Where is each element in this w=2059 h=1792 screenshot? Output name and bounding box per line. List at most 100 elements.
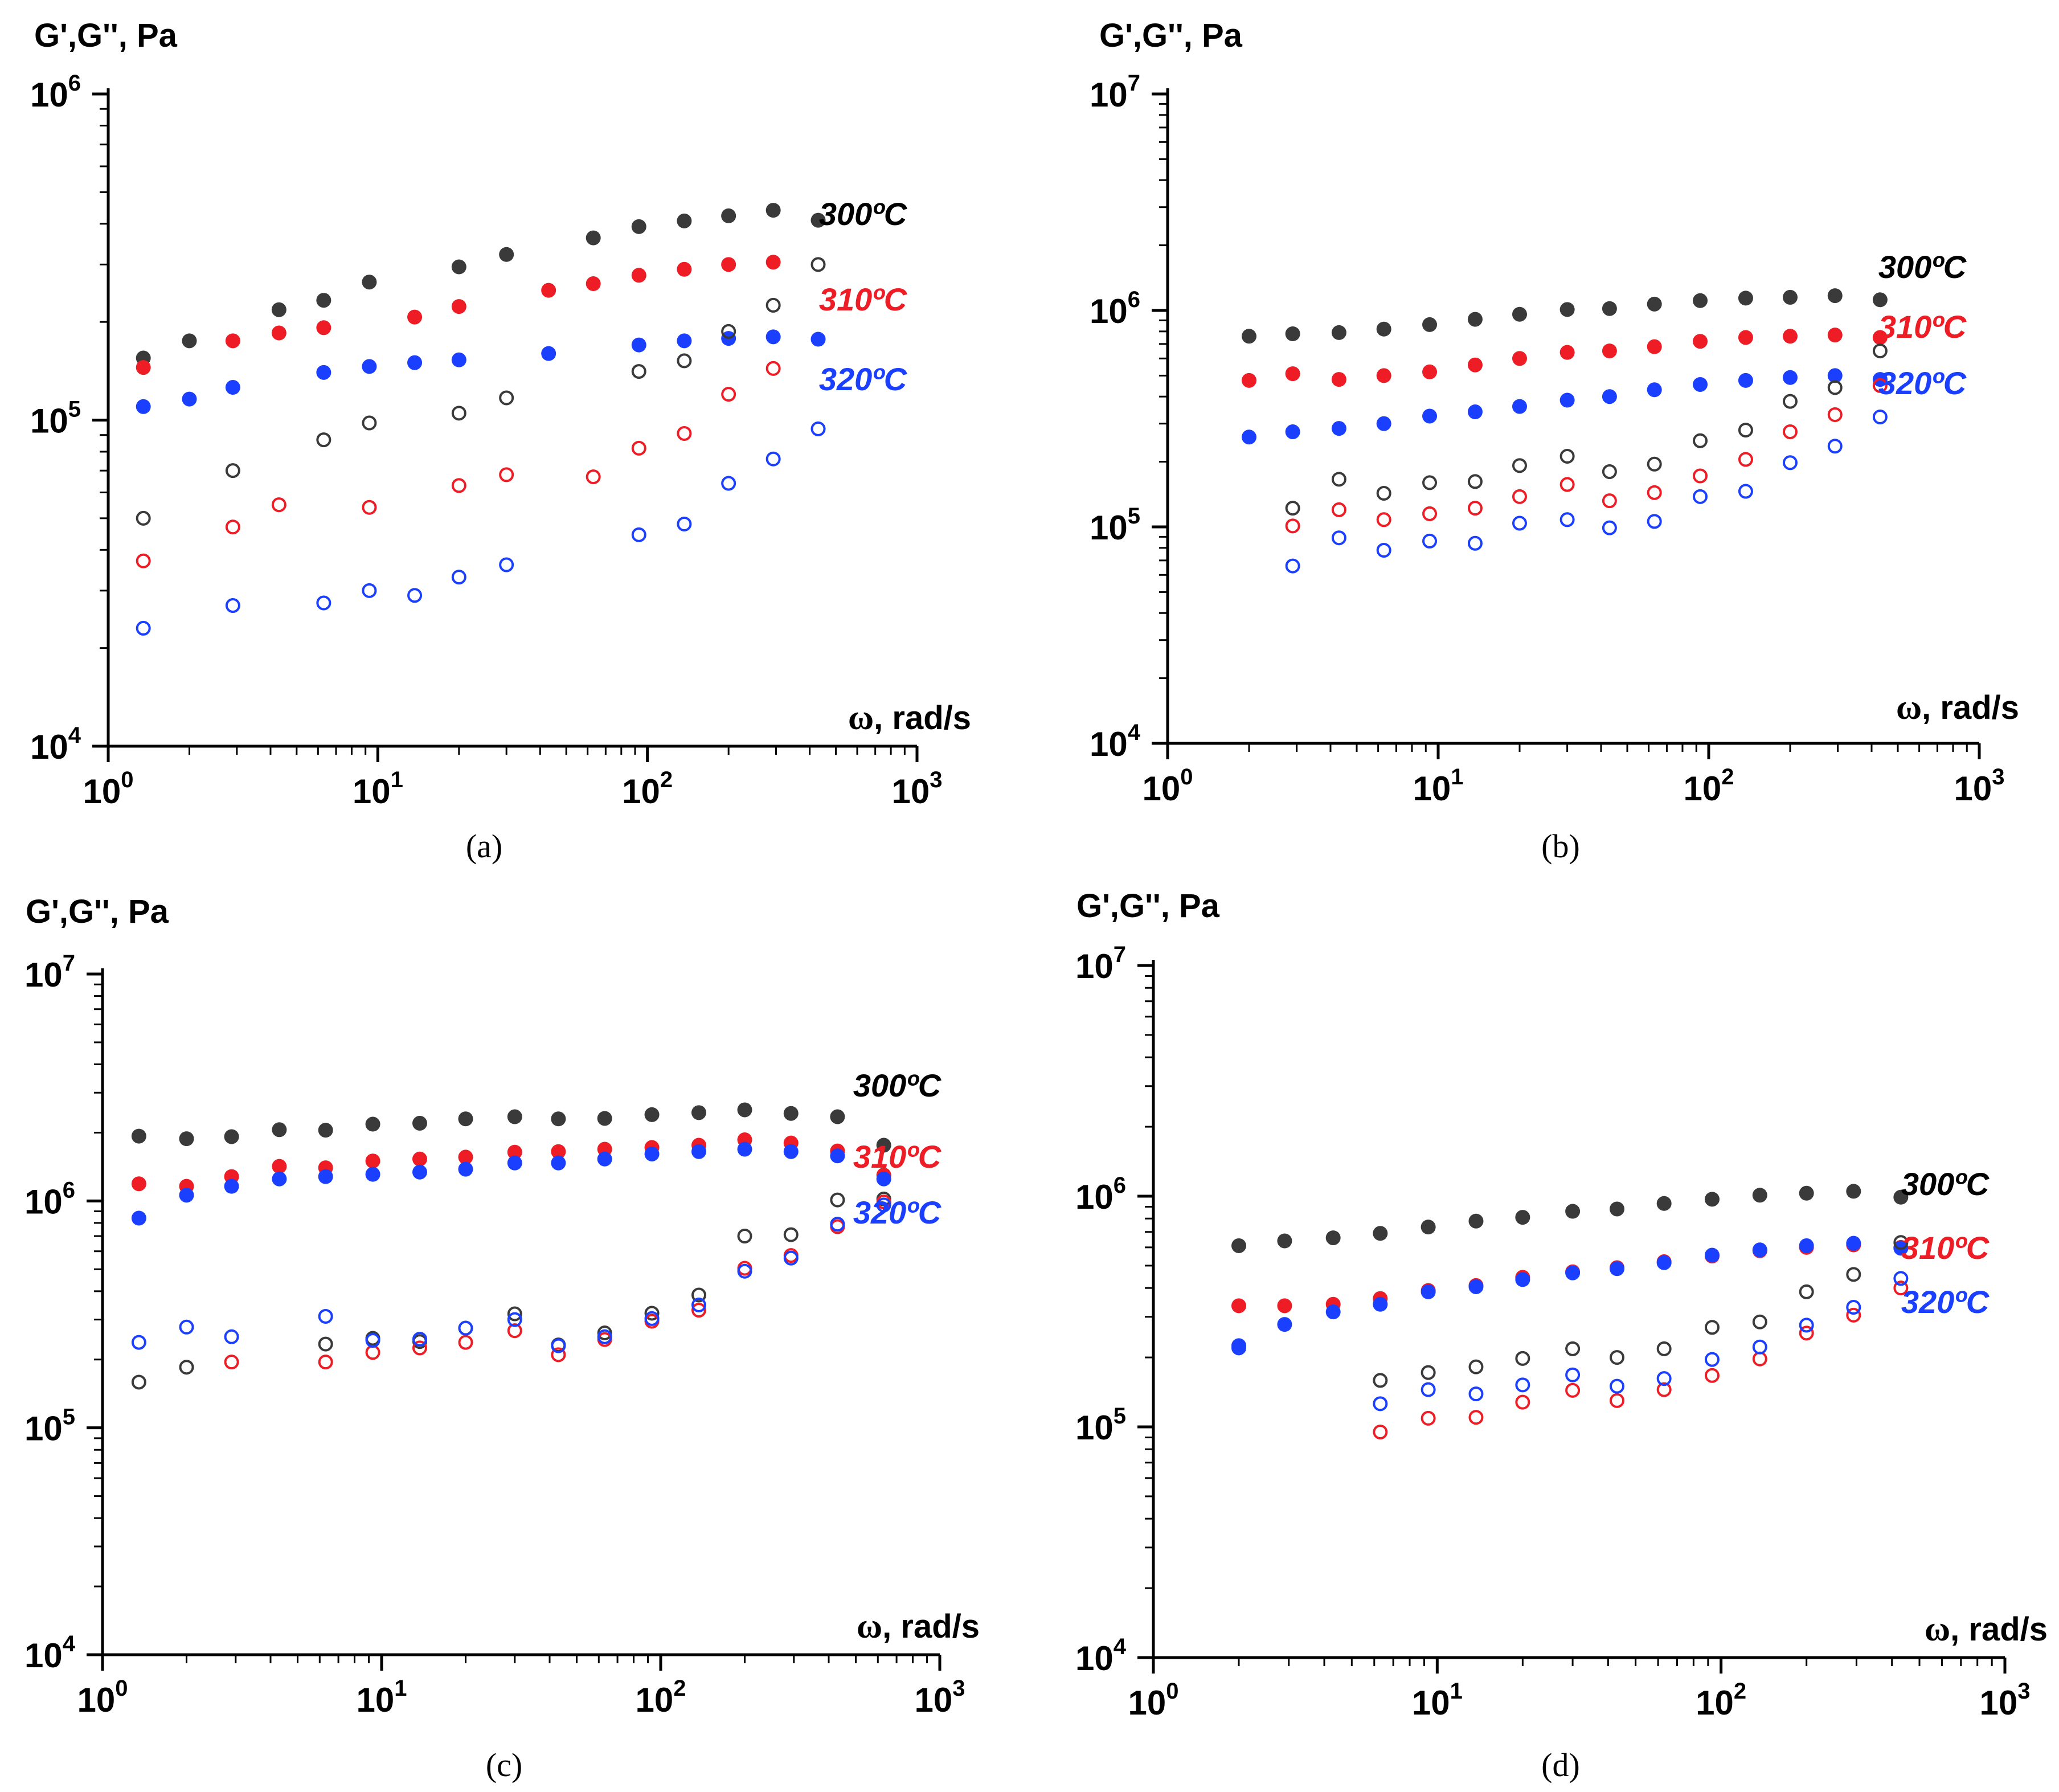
data-point-filled [179,1188,194,1203]
data-point-open [721,387,736,402]
series-g-320-c [1285,410,1888,574]
data-point-filled [1827,288,1843,304]
y-tick-base: 10 [30,402,68,440]
x-tick-base: 10 [1413,770,1451,808]
data-point-filled [737,1102,752,1118]
data-point-open [362,415,377,431]
data-point-open [451,478,466,493]
data-point-filled [586,276,601,292]
data-point-open [737,1229,752,1244]
data-point-filled [458,1111,473,1127]
y-tick-exponent: 6 [1114,1173,1126,1198]
data-point-open [1752,1314,1767,1329]
data-point-filled [766,255,781,270]
data-point-open [1231,1340,1247,1356]
data-point-filled [1285,326,1300,342]
y-axis-label: G',G'', Pa [1076,887,1220,924]
data-point-filled [810,212,826,228]
data-point-filled [1602,343,1617,359]
y-tick-base: 10 [1090,509,1128,547]
data-point-filled [1738,373,1753,388]
data-point-open [1827,380,1843,395]
y-tick-base: 10 [1075,1178,1114,1216]
data-point-filled [1515,1272,1530,1287]
data-point-open [136,553,151,568]
data-point-open [1872,343,1888,359]
y-tick-label: 107 [1090,71,1140,114]
data-point-open [1610,1350,1625,1365]
data-point-filled [1752,1188,1767,1203]
data-point-filled [766,329,781,345]
data-point-open [830,1217,845,1232]
data-point-filled [1738,330,1753,345]
y-tick-base: 10 [24,956,63,994]
y-tick-label: 104 [24,1631,76,1675]
series-g-300-c [136,257,826,526]
data-point-filled [766,203,781,218]
data-point-open [451,406,466,421]
data-point-filled [1559,302,1575,317]
data-point-filled [1285,366,1300,382]
data-point-open [1373,1396,1388,1411]
data-point-filled [182,333,197,349]
y-tick-base: 10 [1090,292,1128,330]
data-point-open [1872,378,1888,393]
y-tick-base: 10 [1090,725,1128,763]
series-g-320-c [136,421,826,636]
data-point-filled [1610,1201,1625,1217]
data-point-open [1846,1307,1861,1323]
data-point-open [1704,1368,1720,1383]
data-point-filled [1656,1196,1672,1211]
data-point-open [551,1347,566,1363]
data-point-filled [783,1144,799,1159]
data-point-filled [597,1111,612,1126]
series-label-2: 310ºC [1878,309,1967,345]
data-point-filled [412,1115,427,1131]
data-point-filled [131,1128,146,1144]
data-point-open [1799,1318,1814,1333]
x-tick-exponent: 3 [930,767,942,792]
y-tick-base: 10 [24,1183,63,1221]
series-g-300-c [1373,1235,1909,1388]
data-point-open [1515,1394,1530,1410]
data-point-filled [131,1210,146,1226]
y-tick-exponent: 7 [1114,942,1126,967]
series-label-2: 310ºC [853,1139,942,1175]
data-point-open [1467,501,1483,516]
y-tick-label: 104 [1075,1634,1127,1678]
data-point-open [1468,1359,1484,1374]
x-tick-base: 10 [1412,1684,1450,1722]
data-point-filled [1565,1204,1581,1219]
data-point-filled [677,261,692,277]
x-tick-exponent: 3 [952,1676,965,1701]
data-point-open [1782,455,1798,470]
x-axis-label-symbol: ω [1896,688,1922,727]
series-g-300-c [1285,343,1888,516]
data-point-open [721,476,736,491]
data-point-open [499,390,514,406]
x-axis-label: ω, rad/s [857,1607,980,1646]
data-point-filled [182,391,197,407]
data-point-open [1565,1382,1581,1398]
data-point-filled [1421,1284,1436,1299]
series-g-300-c [1241,288,1888,344]
panel-c: G',G'', Pa (c) 100 101 102 103104105106107ω… [24,893,980,1783]
data-point-filled [224,1179,239,1194]
data-point-filled [1422,317,1438,332]
y-axis-label: G',G'', Pa [34,17,178,54]
data-point-open [1422,475,1438,490]
data-point-open [362,500,377,515]
data-point-open [1373,1373,1388,1388]
data-point-open [1565,1341,1581,1356]
x-tick-label: 103 [1954,764,2005,808]
data-point-filled [1422,364,1438,379]
data-point-filled [1512,351,1527,366]
data-point-open [1285,558,1300,574]
data-point-open [1602,464,1617,479]
data-point-open [1846,1267,1861,1282]
series-g-300-c [1231,1184,1909,1253]
y-tick-base: 10 [1075,947,1114,985]
data-point-open [318,1336,333,1352]
data-point-open [507,1312,522,1327]
data-point-filled [1704,1247,1720,1263]
